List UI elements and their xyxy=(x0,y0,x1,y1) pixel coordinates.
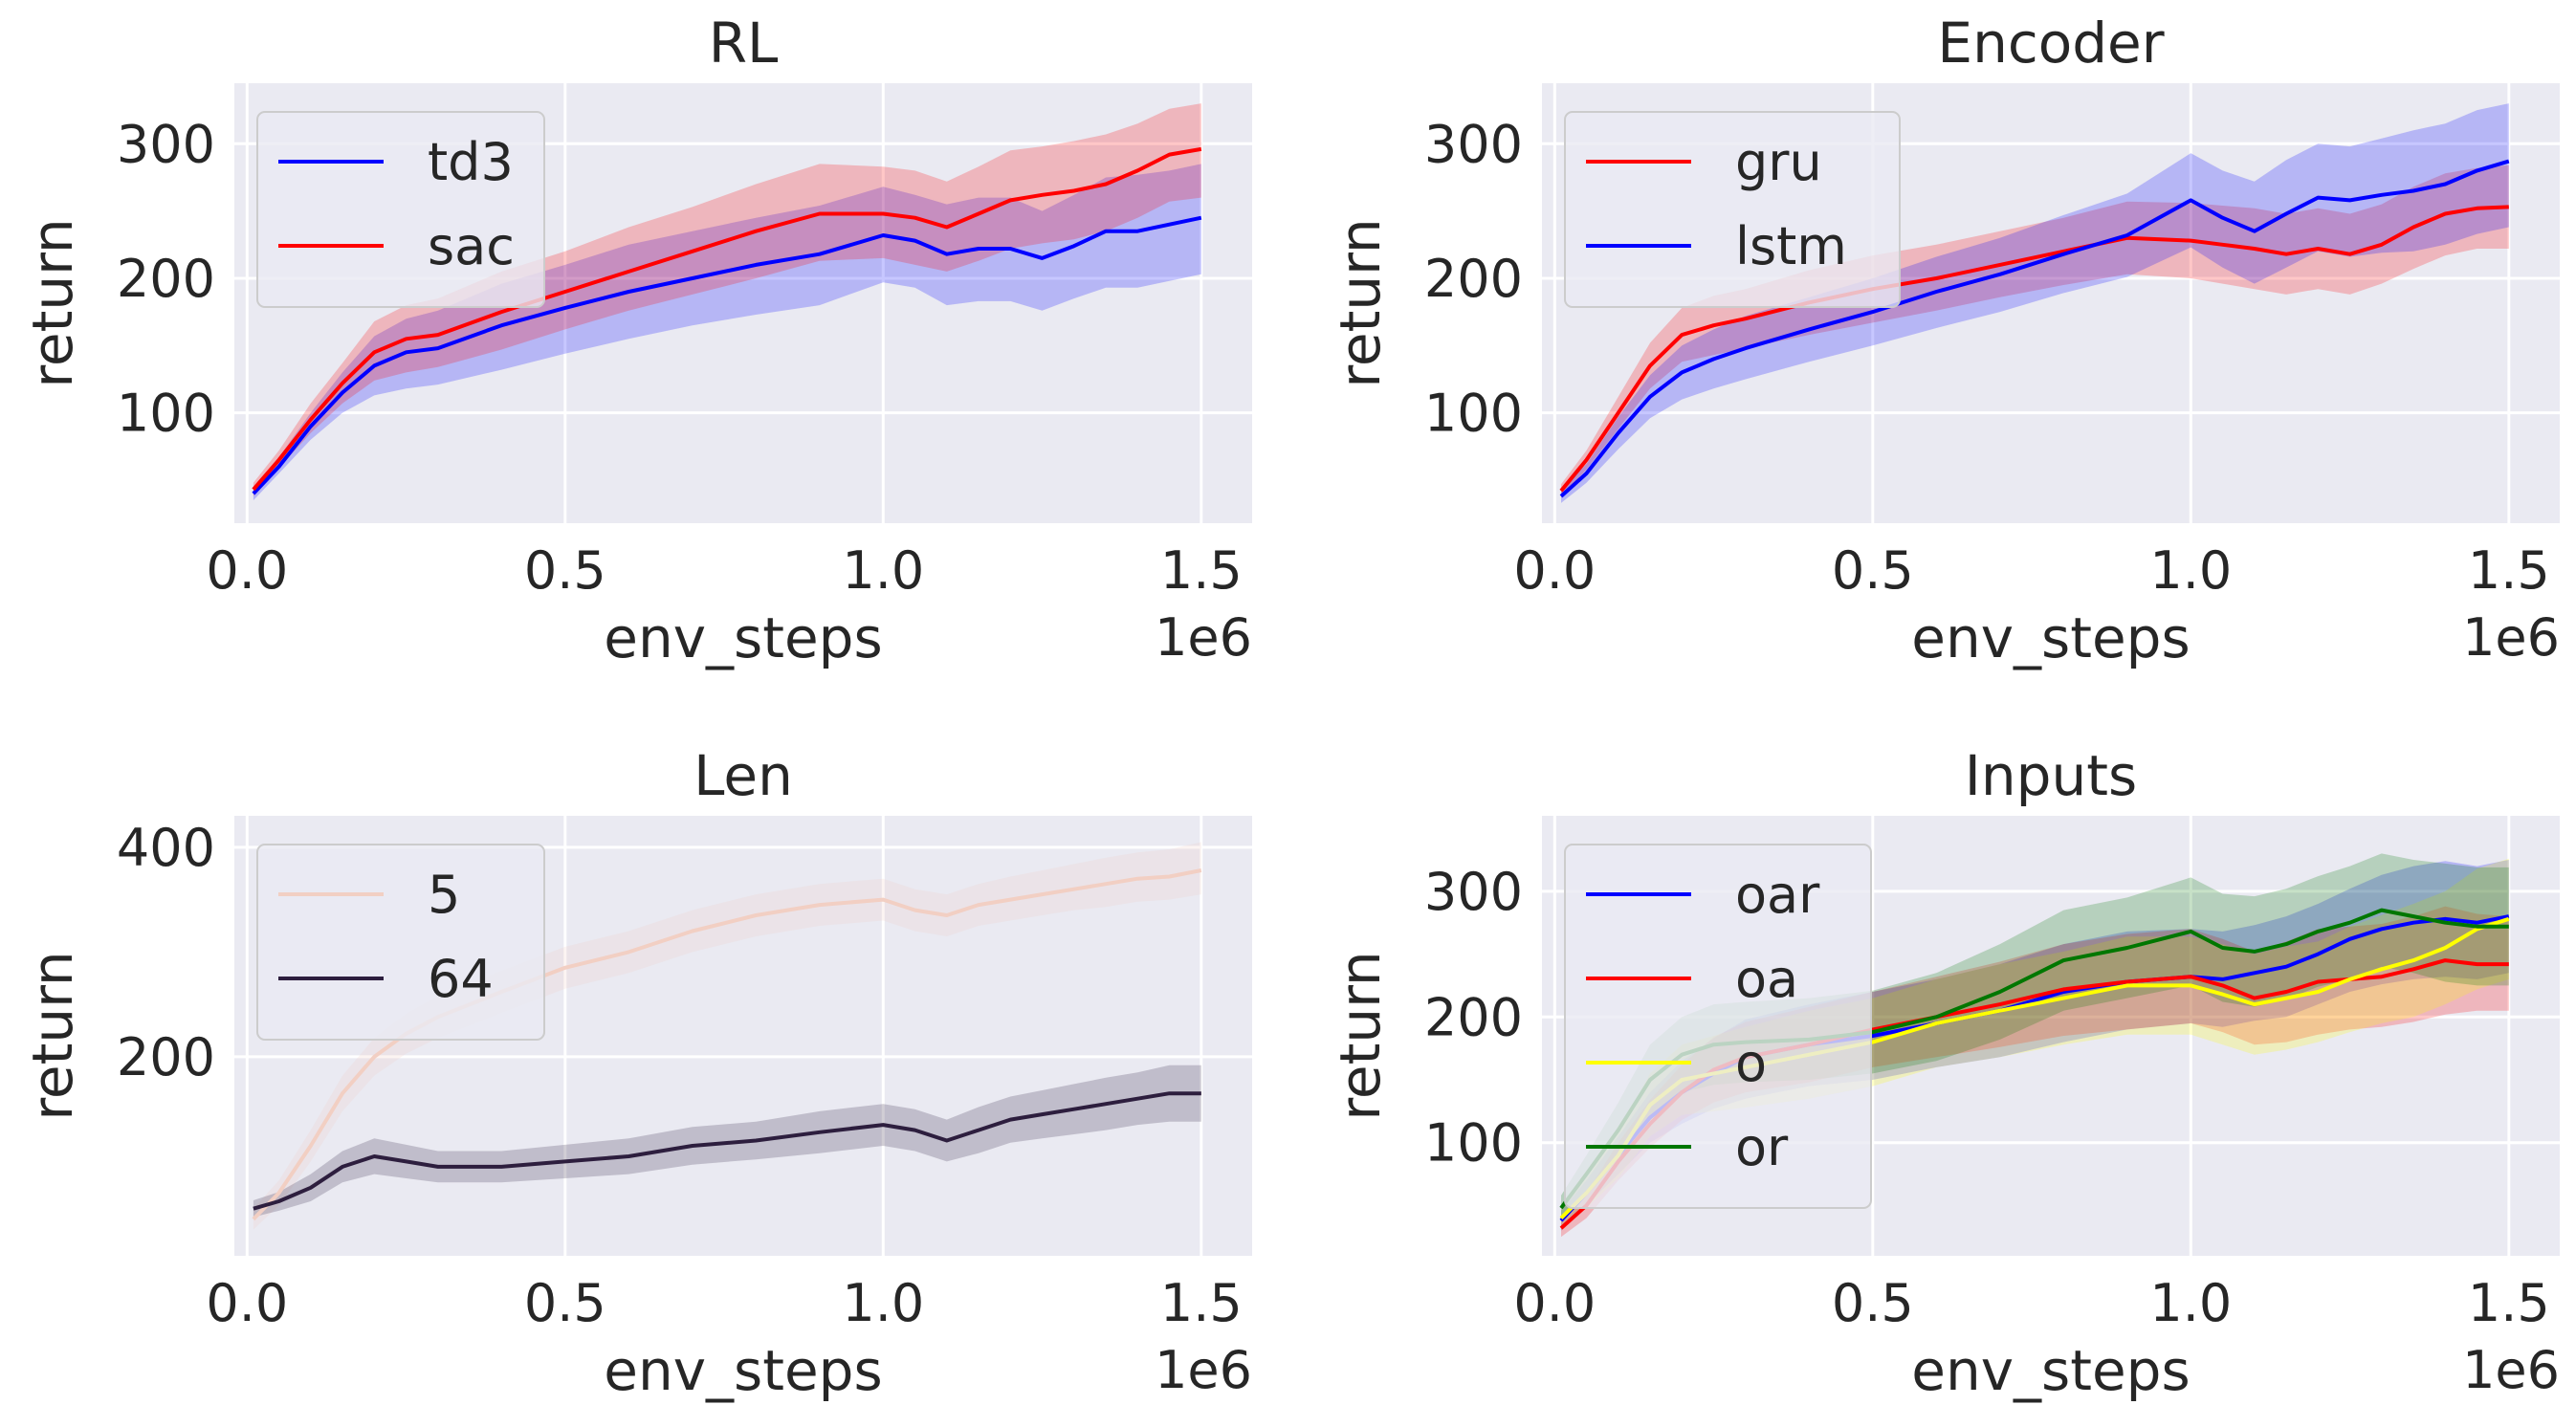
confidence-band-gru xyxy=(1561,165,2509,498)
chart-rl: 0.0 0.5 1.0 1.5 100 200 300 1e6 env_steps return R… xyxy=(20,11,1252,670)
x-axis-label: env_steps xyxy=(604,1338,882,1403)
x-tick-label: 1.5 xyxy=(1160,1273,1243,1333)
confidence-band-or xyxy=(1561,853,2509,1221)
x-offset-label: 1e6 xyxy=(2462,607,2560,668)
confidence-band-oar xyxy=(1561,860,2509,1231)
y-tick-label: 100 xyxy=(117,384,215,444)
y-tick-label: 200 xyxy=(117,1027,215,1087)
chart-encoder: 0.0 0.5 1.0 1.5 100 200 300 1e6 env_steps return E… xyxy=(1328,11,2560,670)
legend-label-oar: oar xyxy=(1735,865,1820,925)
series-line-5 xyxy=(252,868,1202,1221)
legend: oar oa o or xyxy=(1564,844,1872,1209)
legend-box xyxy=(1564,844,1872,1209)
legend-label-sac: sac xyxy=(428,216,515,276)
confidence-band-lstm xyxy=(1561,103,2509,503)
y-axis-label: return xyxy=(1328,218,1393,387)
chart-title: Inputs xyxy=(1965,743,2137,808)
chart-title: Encoder xyxy=(1937,11,2164,76)
x-tick-label: 0.5 xyxy=(524,1273,606,1333)
x-tick-label: 0.0 xyxy=(1513,540,1596,601)
legend: gru lstm xyxy=(1564,111,1901,308)
chart-title: RL xyxy=(709,11,779,76)
confidence-band-o xyxy=(1561,858,2509,1229)
x-tick-label: 0.5 xyxy=(524,540,606,601)
legend-label-5: 5 xyxy=(428,865,460,925)
x-tick-label: 1.5 xyxy=(2468,540,2550,601)
legend: td3 sac xyxy=(256,111,545,308)
y-axis-label: return xyxy=(1328,951,1393,1120)
x-offset-label: 1e6 xyxy=(1155,1340,1252,1400)
series-line-sac xyxy=(252,146,1202,492)
y-tick-label: 100 xyxy=(1424,1113,1523,1174)
series-line-64 xyxy=(253,1091,1201,1211)
x-tick-label: 0.0 xyxy=(1513,1273,1596,1333)
y-tick-label: 200 xyxy=(1424,249,1523,309)
x-offset-label: 1e6 xyxy=(1155,607,1252,668)
x-offset-label: 1e6 xyxy=(2462,1340,2560,1400)
x-tick-label: 0.0 xyxy=(206,540,288,601)
confidence-band-sac xyxy=(253,103,1201,496)
legend-label-64: 64 xyxy=(428,949,494,1009)
confidence-band-td3 xyxy=(253,164,1201,501)
y-tick-label: 100 xyxy=(1424,384,1523,444)
legend-box xyxy=(256,844,545,1041)
x-tick-label: 0.5 xyxy=(1832,1273,1914,1333)
series-line-td3 xyxy=(252,215,1202,495)
x-tick-label: 1.0 xyxy=(2149,1273,2232,1333)
x-tick-label: 1.0 xyxy=(842,540,924,601)
y-tick-label: 300 xyxy=(1424,114,1523,174)
x-axis-label: env_steps xyxy=(604,605,882,670)
y-tick-label: 300 xyxy=(117,114,215,174)
series-line-lstm xyxy=(1559,159,2510,498)
legend-label-or: or xyxy=(1735,1117,1789,1177)
y-tick-label: 200 xyxy=(117,249,215,309)
plot-content xyxy=(1559,103,2510,503)
legend-label-oa: oa xyxy=(1735,949,1798,1009)
legend-box xyxy=(1564,111,1901,308)
legend-label-lstm: lstm xyxy=(1735,216,1847,276)
legend-label-gru: gru xyxy=(1735,132,1822,192)
legend-label-o: o xyxy=(1735,1033,1767,1093)
x-tick-label: 0.0 xyxy=(206,1273,288,1333)
x-axis-label: env_steps xyxy=(1911,605,2190,670)
x-tick-label: 1.5 xyxy=(1160,540,1243,601)
x-tick-label: 1.5 xyxy=(2468,1273,2550,1333)
x-tick-label: 1.0 xyxy=(2149,540,2232,601)
x-tick-label: 0.5 xyxy=(1832,540,1914,601)
confidence-band-oa xyxy=(1561,906,2509,1238)
x-axis-label: env_steps xyxy=(1911,1338,2190,1403)
y-axis-label: return xyxy=(20,951,85,1120)
chart-inputs: 0.0 0.5 1.0 1.5 100 200 300 1e6 env_steps return I… xyxy=(1328,743,2560,1403)
y-tick-label: 400 xyxy=(117,818,215,878)
chart-title: Len xyxy=(694,743,793,808)
x-tick-label: 1.0 xyxy=(842,1273,924,1333)
y-tick-label: 200 xyxy=(1424,987,1523,1047)
y-tick-label: 300 xyxy=(1424,862,1523,922)
chart-len: 0.0 0.5 1.0 1.5 200 400 1e6 env_steps return Len 5… xyxy=(20,743,1252,1403)
legend-label-td3: td3 xyxy=(428,132,514,192)
legend: 564 xyxy=(256,844,545,1041)
plot-content xyxy=(252,103,1202,501)
y-axis-label: return xyxy=(20,218,85,387)
